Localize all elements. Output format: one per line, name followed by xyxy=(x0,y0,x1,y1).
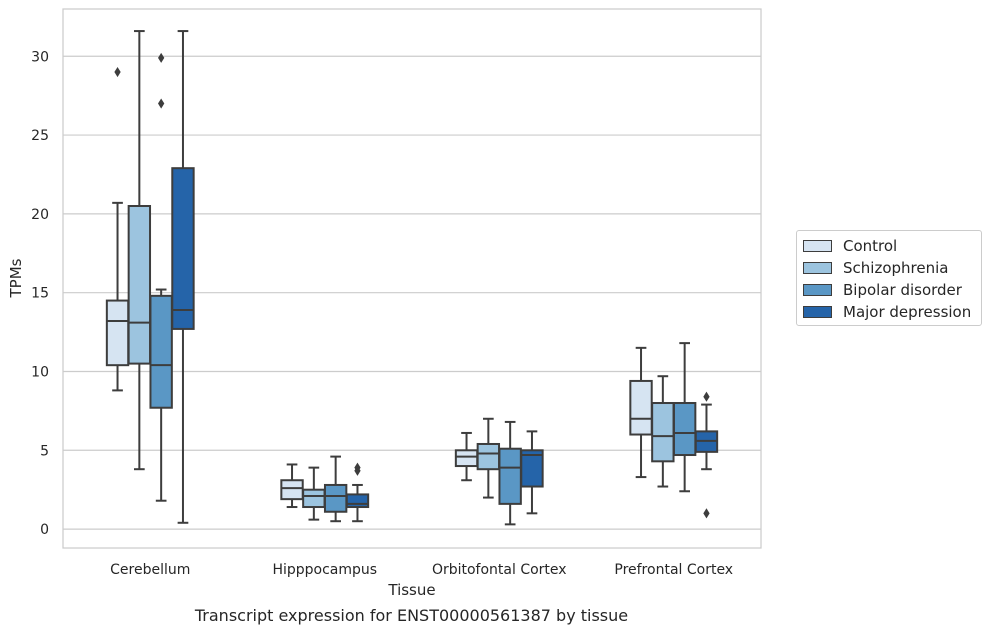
y-tick-label-5: 5 xyxy=(40,443,49,459)
outlier-point xyxy=(114,67,121,78)
box-orbitofontal-cortex-bipolar-disorder xyxy=(498,420,522,526)
iqr-box xyxy=(476,442,501,471)
box-hipppocampus-control xyxy=(280,463,304,509)
box-prefrontal-cortex-major-depression xyxy=(694,391,719,519)
iqr-box xyxy=(651,402,675,463)
iqr-box xyxy=(629,379,653,436)
iqr-box xyxy=(454,449,479,468)
legend-label-bipolar-disorder: Bipolar disorder xyxy=(843,281,962,299)
outlier-point xyxy=(703,508,710,519)
outlier-point xyxy=(158,98,165,109)
box-prefrontal-cortex-control xyxy=(629,346,653,479)
legend-swatch-bipolar-disorder xyxy=(803,284,832,296)
iqr-box xyxy=(171,167,195,330)
legend-item-schizophrenia: Schizophrenia xyxy=(803,258,948,278)
legend-label-schizophrenia: Schizophrenia xyxy=(843,259,949,277)
legend-swatch-major-depression xyxy=(803,306,832,318)
y-tick-label-25: 25 xyxy=(31,128,49,144)
iqr-box xyxy=(323,483,348,513)
outlier-point xyxy=(354,462,361,473)
outlier-point xyxy=(158,52,165,63)
legend-item-major-depression: Major depression xyxy=(803,302,971,322)
box-orbitofontal-cortex-major-depression xyxy=(520,430,544,515)
iqr-box xyxy=(149,294,173,409)
y-tick-label-20: 20 xyxy=(31,207,49,223)
box-hipppocampus-major-depression xyxy=(345,462,370,523)
box-orbitofontal-cortex-control xyxy=(454,431,479,482)
box-hipppocampus-schizophrenia xyxy=(302,466,326,521)
x-axis-ticks: Cerebellum Hipppocampus Orbitofontal Corte… xyxy=(110,562,733,578)
x-tick-label-orbitofontal-cortex: Orbitofontal Cortex xyxy=(432,562,567,578)
x-tick-label-cerebellum: Cerebellum xyxy=(110,562,190,578)
legend-label-major-depression: Major depression xyxy=(843,303,972,321)
box-prefrontal-cortex-bipolar-disorder xyxy=(672,342,697,493)
outlier-point xyxy=(703,391,710,402)
y-tick-label-0: 0 xyxy=(40,522,49,538)
legend-swatch-schizophrenia xyxy=(803,262,832,274)
box-cerebellum-control xyxy=(105,67,130,392)
box-cerebellum-major-depression xyxy=(171,30,195,524)
x-axis-title: Tissue xyxy=(387,581,435,599)
y-tick-label-10: 10 xyxy=(31,364,49,380)
x-tick-label-prefrontal-cortex: Prefrontal Cortex xyxy=(614,562,733,578)
y-tick-label-15: 15 xyxy=(31,286,49,302)
iqr-box xyxy=(498,447,522,505)
box-cerebellum-bipolar-disorder xyxy=(149,52,173,502)
y-axis-title: TPMs xyxy=(7,258,25,298)
x-tick-label-hipppocampus: Hipppocampus xyxy=(272,562,377,578)
plot-area-border xyxy=(62,8,762,549)
box-orbitofontal-cortex-schizophrenia xyxy=(476,417,501,499)
legend-item-control: Control xyxy=(803,236,897,256)
box-plots xyxy=(105,30,719,526)
iqr-box xyxy=(345,493,370,509)
plot-area-background xyxy=(63,9,761,548)
y-tick-label-30: 30 xyxy=(31,49,49,65)
legend: Control Schizophrenia Bipolar disorder M… xyxy=(796,230,982,326)
legend-swatch-control xyxy=(803,240,832,252)
y-axis-ticks: 0 5 10 15 20 25 30 xyxy=(31,49,49,538)
iqr-box xyxy=(105,299,130,367)
chart-caption: Transcript expression for ENST0000056138… xyxy=(194,606,629,625)
iqr-box xyxy=(672,402,697,457)
iqr-box xyxy=(302,488,326,509)
box-cerebellum-schizophrenia xyxy=(127,30,152,471)
iqr-box xyxy=(280,479,304,501)
iqr-box xyxy=(127,205,152,365)
legend-label-control: Control xyxy=(843,237,898,255)
iqr-box xyxy=(520,449,544,488)
legend-item-bipolar-disorder: Bipolar disorder xyxy=(803,280,962,300)
